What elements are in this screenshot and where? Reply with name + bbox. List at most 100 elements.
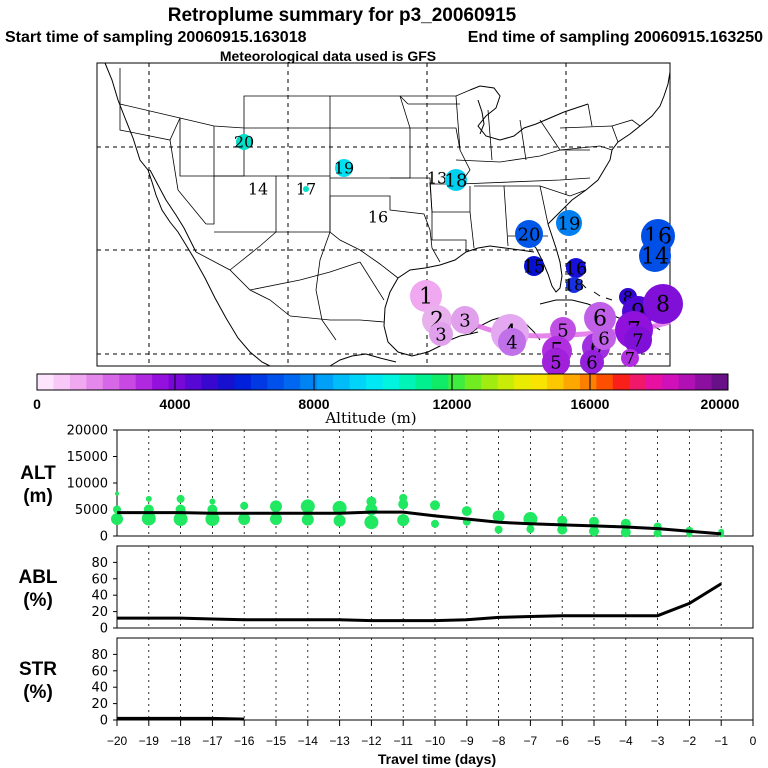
map-marker-label: 6	[593, 307, 607, 332]
colorbar-cell	[596, 374, 614, 390]
scatter-point	[620, 527, 631, 538]
gulf-coast-us	[465, 245, 535, 253]
x-tick-label: −15	[266, 734, 287, 748]
map-marker-label: 6	[590, 337, 601, 358]
y-tick-label: 20	[91, 605, 108, 620]
x-tick-label: −11	[393, 734, 413, 748]
x-tick-label: −5	[587, 734, 601, 748]
map-marker-dot	[580, 350, 604, 374]
map-marker-label: 6	[586, 352, 597, 373]
colorbar-cell	[250, 374, 268, 390]
map-marker-label: 5	[557, 320, 568, 341]
colorbar-cell	[662, 374, 680, 390]
scatter-point	[494, 525, 503, 534]
x-axis-label: Travel time (days)	[378, 751, 496, 767]
colorbar-tick: 0	[33, 396, 41, 412]
map-marker-label: 7	[632, 330, 643, 351]
scatter-point	[270, 500, 282, 513]
state-borders	[119, 68, 641, 341]
x-tick-label: −12	[361, 734, 382, 748]
start-time-label: Start time of sampling 20060915.163018	[5, 29, 307, 46]
x-tick-label: −3	[651, 734, 665, 748]
colorbar-cell	[464, 374, 482, 390]
x-tick-label: −18	[170, 734, 191, 748]
scatter-point	[557, 515, 568, 526]
panel-ylabel: STR	[19, 659, 57, 680]
colorbar-cell	[267, 374, 285, 390]
colorbar-cell	[366, 374, 383, 390]
map-marker-label: 18	[445, 170, 468, 191]
lake-michigan	[477, 99, 485, 135]
colorbar-tick: 16000	[571, 396, 610, 412]
scatter-point	[333, 514, 346, 527]
y-tick-label: 15000	[67, 450, 108, 465]
colorbar-cell	[415, 374, 433, 390]
colorbar-cell	[300, 374, 318, 390]
colorbar-cell	[711, 374, 729, 390]
map-marker-dot	[584, 302, 616, 334]
great-lakes	[469, 85, 589, 141]
colorbar-cell	[333, 374, 351, 390]
map-marker-dot	[621, 349, 639, 367]
map-marker-label: 6	[598, 328, 609, 349]
map-marker-dot	[498, 328, 526, 356]
panel-ylabel-unit: (%)	[23, 590, 53, 611]
x-tick-label: −14	[298, 734, 319, 748]
map-marker-dot	[429, 322, 453, 346]
scatter-point	[173, 512, 188, 527]
scatter-point	[270, 513, 282, 526]
colorbar-cell	[530, 374, 548, 390]
map-marker-dot	[566, 258, 586, 278]
scatter-point	[653, 529, 662, 538]
colorbar-tick: 12000	[433, 396, 472, 412]
central-america	[329, 353, 397, 367]
x-tick-label: −1	[714, 734, 728, 748]
panel-ylabel-unit: (%)	[23, 682, 53, 703]
scatter-point	[209, 498, 216, 505]
map-marker-label: 14	[641, 245, 669, 270]
colorbar-cell	[547, 374, 564, 390]
scatter-point	[111, 513, 123, 526]
scatter-point	[301, 513, 314, 526]
panel-ylabel-unit: (m)	[23, 486, 53, 507]
x-tick-label: 0	[750, 734, 757, 748]
scatter-point	[431, 519, 439, 528]
colorbar-cell	[678, 374, 696, 390]
map-marker-dot	[624, 326, 652, 354]
scatter-point	[115, 491, 119, 496]
scatter-point	[686, 531, 693, 538]
y-tick-label: 60	[91, 664, 108, 679]
colorbar-tick: 20000	[701, 396, 740, 412]
y-tick-label: 0	[100, 714, 108, 729]
map-marker-label: 1	[419, 285, 433, 310]
scatter-point	[430, 500, 440, 511]
map-marker-label: 7	[625, 349, 635, 368]
y-tick-label: 20	[91, 697, 108, 712]
colorbar-cell	[695, 374, 713, 390]
colorbar-cell	[168, 374, 186, 390]
colorbar-cell	[481, 374, 499, 390]
map-marker-dot	[643, 284, 683, 324]
y-tick-label: 40	[91, 589, 108, 604]
colorbar-cell	[152, 374, 170, 390]
colorbar-cell	[53, 374, 71, 390]
x-tick-label: −20	[107, 734, 128, 748]
pacific-coastline	[104, 62, 271, 367]
x-tick-label: −9	[460, 734, 474, 748]
map-marker-dot	[542, 348, 570, 376]
colorbar-cell	[135, 374, 153, 390]
x-tick-label: −2	[683, 734, 697, 748]
colorbar-cell	[234, 374, 252, 390]
scatter-point	[238, 513, 251, 526]
map-marker-label: 20	[518, 224, 541, 245]
x-tick-label: −16	[234, 734, 255, 748]
x-tick-label: −19	[139, 734, 160, 748]
map-marker-label: 13	[427, 169, 447, 188]
scatter-point	[141, 511, 156, 526]
scatter-point	[557, 524, 568, 535]
series-line	[117, 510, 722, 536]
map-marker-label: 19	[558, 213, 581, 234]
colorbar-cell	[497, 374, 515, 390]
panel-ylabel: ABL	[18, 567, 57, 588]
